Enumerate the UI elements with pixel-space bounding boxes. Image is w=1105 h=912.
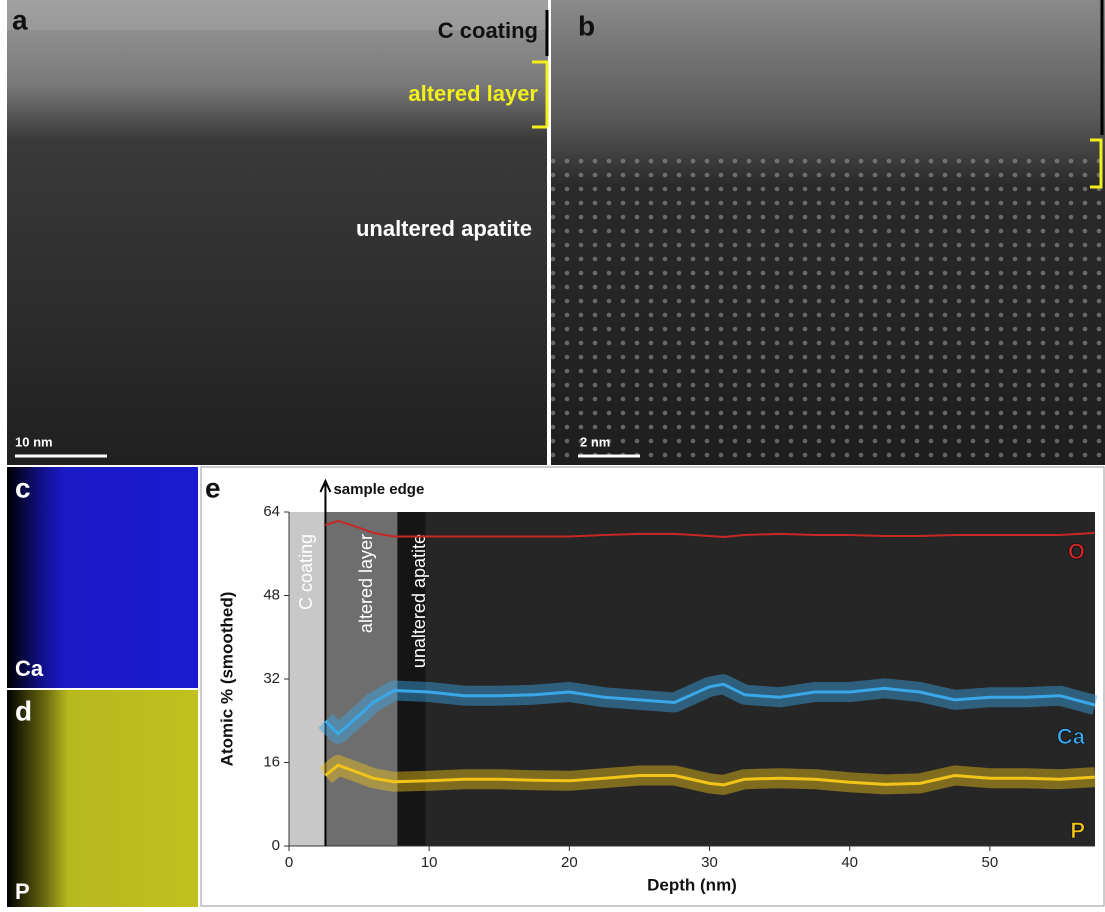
legend-label: Ca [1057, 724, 1086, 749]
chart: 0 16 32 48 64 0 10 20 30 40 50 Depth (nm) Atomic % (… [217, 481, 1095, 895]
panel-label: d [15, 695, 32, 726]
map-p [7, 690, 198, 907]
x-axis-label: Depth (nm) [647, 875, 737, 894]
x-tick-label: 0 [285, 854, 293, 871]
legend-label: O [1068, 539, 1085, 564]
page: {"panels": { "a": {"label": "a", "annota… [0, 0, 1105, 907]
x-tick-label: 20 [561, 854, 578, 871]
region-label: unaltered apatite [409, 534, 429, 668]
x-tick-label: 50 [982, 854, 999, 871]
scale-label: 10 nm [15, 434, 53, 449]
annotation: altered layer [408, 81, 538, 106]
annotation: unaltered apatite [356, 216, 532, 241]
y-tick-label: 16 [263, 753, 280, 770]
panel-label: a [12, 4, 28, 35]
element-label: Ca [15, 656, 44, 681]
region-label: altered layer [356, 534, 376, 633]
x-tick-label: 40 [841, 854, 858, 871]
y-axis-label: Atomic % (smoothed) [217, 592, 236, 767]
x-tick-label: 10 [421, 854, 438, 871]
y-tick-label: 0 [272, 837, 280, 854]
scale-label: 2 nm [580, 434, 610, 449]
x-tick-label: 30 [701, 854, 718, 871]
annotation: C coating [438, 18, 538, 43]
element-label: P [15, 879, 30, 904]
figure: a C coating altered layer unaltered apat… [0, 0, 1105, 907]
panel-label: b [578, 10, 595, 41]
panel-label: c [15, 472, 31, 503]
sample-edge-label: sample edge [333, 481, 424, 498]
legend-label: P [1070, 818, 1085, 843]
y-tick-label: 64 [263, 503, 280, 520]
y-tick-label: 32 [263, 670, 280, 687]
image-b-lattice [551, 150, 1105, 465]
y-tick-label: 48 [263, 586, 280, 603]
region-label: C coating [296, 534, 316, 610]
panel-label: e [205, 472, 221, 503]
